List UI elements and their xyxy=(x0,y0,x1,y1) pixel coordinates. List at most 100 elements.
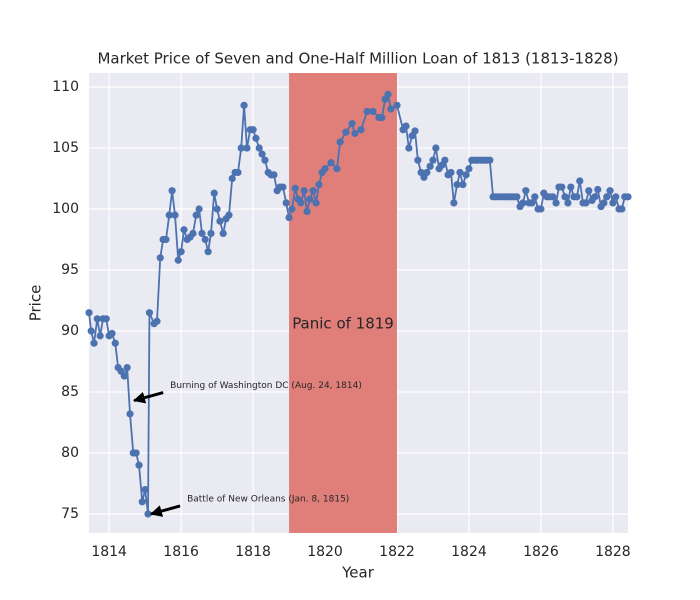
price-point xyxy=(357,126,365,134)
price-point xyxy=(321,165,329,173)
price-point xyxy=(210,189,218,197)
price-point xyxy=(102,315,110,323)
price-point xyxy=(393,101,401,109)
price-point xyxy=(138,498,146,506)
y-tick-label: 75 xyxy=(61,506,79,522)
span-label: Panic of 1819 xyxy=(292,315,394,333)
price-point xyxy=(585,187,593,195)
price-point xyxy=(456,168,464,177)
price-point xyxy=(285,213,293,222)
price-point xyxy=(573,193,581,201)
price-point xyxy=(423,168,431,177)
price-point xyxy=(85,309,93,317)
price-point xyxy=(288,205,296,213)
price-point xyxy=(144,510,152,518)
price-point xyxy=(90,339,98,347)
price-point xyxy=(513,193,521,201)
price-point xyxy=(561,193,569,201)
price-point xyxy=(180,226,188,234)
price-point xyxy=(132,449,140,457)
price-point xyxy=(255,144,263,152)
annotation-text: Battle of New Orleans (Jan. 8, 1815) xyxy=(187,494,349,504)
price-point xyxy=(198,229,206,238)
price-point xyxy=(204,248,212,256)
price-point xyxy=(369,107,377,116)
price-point xyxy=(552,199,560,207)
x-tick-label: 1820 xyxy=(307,544,343,560)
price-point xyxy=(309,187,317,195)
price-point xyxy=(429,156,437,164)
price-point xyxy=(462,171,470,179)
y-tick-label: 80 xyxy=(61,445,79,461)
price-point xyxy=(177,248,185,256)
x-tick-label: 1816 xyxy=(163,544,199,560)
y-tick-label: 105 xyxy=(52,140,79,156)
y-axis-label: Price xyxy=(27,285,45,322)
price-point xyxy=(594,185,602,194)
price-point xyxy=(291,184,299,192)
price-point xyxy=(189,229,197,238)
price-point xyxy=(348,120,356,128)
price-point xyxy=(603,193,611,201)
price-point xyxy=(459,181,467,189)
price-point xyxy=(537,205,545,213)
price-point xyxy=(240,101,248,109)
price-point xyxy=(162,235,170,244)
price-point xyxy=(378,113,386,122)
price-point xyxy=(591,193,599,201)
price-point xyxy=(549,193,557,201)
price-point xyxy=(168,187,176,195)
price-point xyxy=(624,193,632,201)
price-point xyxy=(135,461,143,469)
annotation-arrow xyxy=(133,391,164,404)
price-point xyxy=(201,235,209,244)
price-point xyxy=(441,156,449,164)
price-point xyxy=(216,217,224,225)
price-point xyxy=(405,144,413,152)
price-point xyxy=(450,199,458,207)
price-point xyxy=(522,187,530,195)
x-tick-label: 1828 xyxy=(595,544,631,560)
price-point xyxy=(252,134,260,142)
price-point xyxy=(558,183,566,191)
price-point xyxy=(432,144,440,152)
y-tick-label: 110 xyxy=(52,79,79,95)
price-point xyxy=(141,485,149,494)
price-point xyxy=(195,205,203,213)
price-point xyxy=(387,105,395,113)
price-point xyxy=(333,165,341,173)
price-point xyxy=(327,159,335,167)
price-point xyxy=(297,199,305,207)
price-point xyxy=(225,211,233,219)
price-point xyxy=(363,107,371,116)
price-point xyxy=(528,199,536,207)
price-point xyxy=(351,129,359,137)
price-point xyxy=(426,162,434,170)
price-point xyxy=(165,211,173,219)
price-point xyxy=(249,126,257,134)
price-point xyxy=(567,183,575,191)
x-axis-label: Year xyxy=(341,564,375,582)
price-point xyxy=(582,199,590,207)
price-point xyxy=(600,199,608,207)
price-point xyxy=(108,329,116,338)
price-point xyxy=(261,156,269,164)
price-point xyxy=(576,177,584,185)
price-point xyxy=(519,199,527,207)
y-tick-label: 95 xyxy=(61,262,79,278)
price-point xyxy=(336,138,344,146)
price-point xyxy=(612,193,620,201)
price-point xyxy=(156,254,164,262)
price-point xyxy=(207,229,215,238)
price-point xyxy=(306,195,314,203)
price-point xyxy=(402,122,410,130)
price-point xyxy=(282,199,290,207)
price-point xyxy=(303,207,311,216)
price-point xyxy=(609,199,617,207)
price-point xyxy=(120,372,128,380)
annotation-text: Burning of Washington DC (Aug. 24, 1814) xyxy=(170,381,362,391)
y-tick-label: 100 xyxy=(52,201,79,217)
price-point xyxy=(237,144,245,152)
price-point xyxy=(384,90,392,98)
